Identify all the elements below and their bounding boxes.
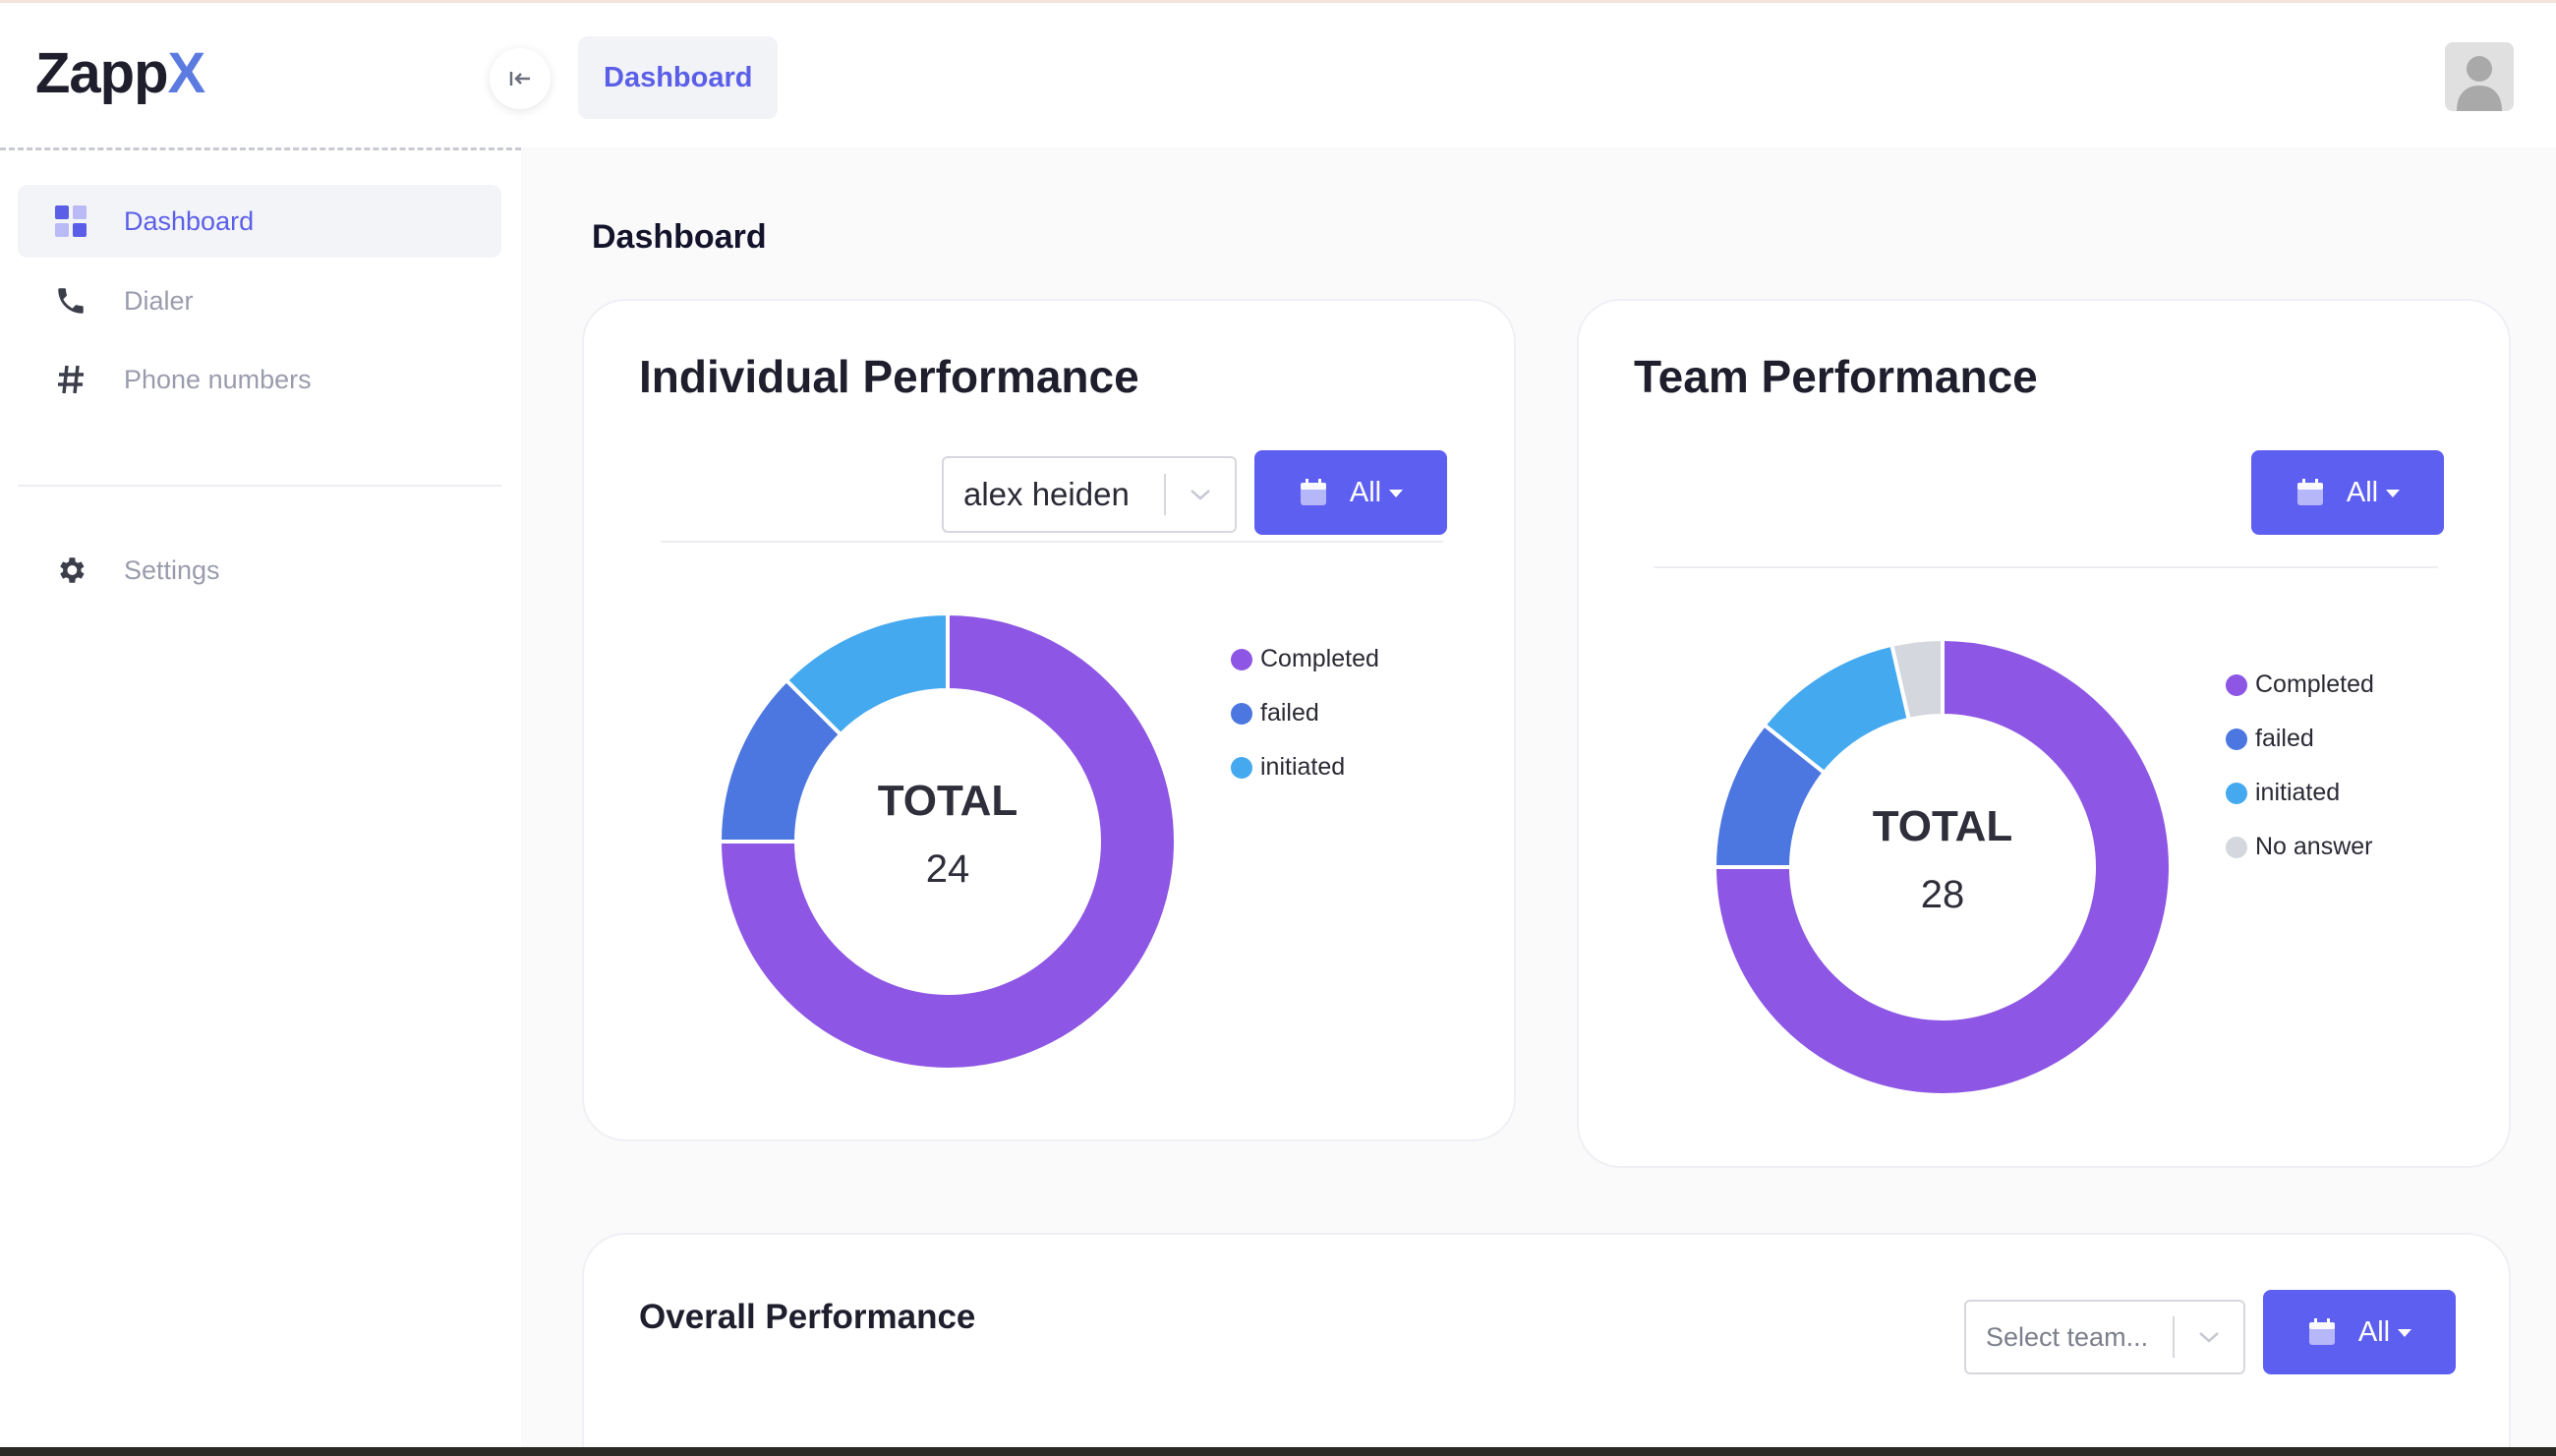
sidebar-item-settings[interactable]: Settings <box>18 534 501 607</box>
caret-down-icon <box>2386 490 2401 497</box>
sidebar-item-label: Dashboard <box>124 205 255 236</box>
select-separator <box>2173 1316 2175 1358</box>
legend-label: initiated <box>2255 779 2341 806</box>
window-bottom-edge <box>0 1447 2556 1456</box>
donut-slice-completed[interactable] <box>717 611 1178 1072</box>
legend-item-initiated[interactable]: initiated <box>2226 779 2340 807</box>
card-title: Overall Performance <box>639 1298 976 1336</box>
legend-label: initiated <box>1260 753 1346 781</box>
legend-item-completed[interactable]: Completed <box>1231 645 1379 673</box>
user-select-value: alex heiden <box>963 476 1130 512</box>
sidebar-item-dialer[interactable]: Dialer <box>18 264 501 337</box>
logo-text: Zapp <box>35 41 169 105</box>
gear-icon <box>53 553 88 588</box>
phone-icon <box>53 283 88 319</box>
legend-item-failed[interactable]: failed <box>1231 699 1319 728</box>
page-title: Dashboard <box>592 218 767 256</box>
date-filter-button[interactable]: All <box>1254 450 1447 535</box>
collapse-sidebar-button[interactable] <box>490 48 551 109</box>
breadcrumb-dashboard[interactable]: Dashboard <box>578 36 779 119</box>
calendar-icon <box>2308 1318 2335 1345</box>
total-label: TOTAL <box>1872 802 2013 850</box>
user-select[interactable]: alex heiden <box>942 456 1237 533</box>
card-title: Individual Performance <box>639 351 1139 402</box>
sidebar: Dashboard Dialer Phone numbers Settings <box>0 147 521 1456</box>
sidebar-item-dashboard[interactable]: Dashboard <box>18 185 501 258</box>
legend-label: Completed <box>1260 645 1379 672</box>
legend-label: failed <box>1260 699 1319 727</box>
team-select-placeholder: Select team... <box>1986 1321 2149 1352</box>
sidebar-item-phone-numbers[interactable]: Phone numbers <box>18 343 501 416</box>
team-select[interactable]: Select team... <box>1964 1300 2245 1374</box>
legend-item-initiated[interactable]: initiated <box>1231 753 1345 782</box>
legend-item-completed[interactable]: Completed <box>2226 670 2374 699</box>
legend-label: Completed <box>2255 670 2374 698</box>
donut-slice-no-answer[interactable] <box>1888 636 1945 723</box>
card-divider <box>1654 566 2438 568</box>
donut-slice-initiated[interactable] <box>784 611 950 737</box>
legend-item-no-answer[interactable]: No answer <box>2226 833 2373 861</box>
total-value: 24 <box>925 847 970 891</box>
donut-slice-completed[interactable] <box>1712 636 2173 1097</box>
legend-dot <box>1231 648 1252 670</box>
card-title: Team Performance <box>1634 351 2038 402</box>
card-divider <box>661 541 1443 543</box>
caret-down-icon <box>2398 1329 2412 1337</box>
app-logo[interactable]: ZappX <box>35 40 206 106</box>
legend-dot <box>1231 756 1252 779</box>
user-avatar[interactable] <box>2445 42 2514 111</box>
team-donut-chart <box>1712 636 2173 1097</box>
legend-dot <box>2226 728 2247 750</box>
arrow-left-bar-icon <box>509 72 530 86</box>
top-bar: ZappX Dashboard <box>0 0 2556 147</box>
legend-dot <box>2226 782 2247 804</box>
sidebar-item-label: Settings <box>124 554 220 585</box>
total-label: TOTAL <box>877 777 1018 825</box>
team-performance-card: Team Performance All TOTAL 28 Completed … <box>1577 299 2511 1168</box>
individual-performance-card: Individual Performance alex heiden All T… <box>582 299 1516 1141</box>
sidebar-item-label: Phone numbers <box>124 364 312 394</box>
logo-accent: X <box>167 41 206 105</box>
total-value: 28 <box>1920 873 1965 916</box>
legend-dot <box>1231 702 1252 725</box>
user-silhouette-icon <box>2445 42 2514 111</box>
legend-label: failed <box>2255 725 2314 752</box>
sidebar-item-label: Dialer <box>124 285 194 316</box>
dashboard-grid-icon <box>53 204 88 239</box>
chevron-down-icon[interactable] <box>1166 487 1235 502</box>
legend-label: No answer <box>2255 833 2373 860</box>
donut-center: TOTAL 24 <box>712 777 1184 892</box>
date-filter-button[interactable]: All <box>2263 1290 2456 1374</box>
caret-down-icon <box>1389 490 1404 497</box>
date-filter-label: All <box>2357 1315 2391 1348</box>
chevron-down-icon[interactable] <box>2175 1329 2243 1345</box>
overall-performance-card: Overall Performance Select team... All <box>582 1233 2511 1456</box>
legend-dot <box>2226 673 2247 696</box>
individual-donut-chart <box>717 611 1178 1072</box>
donut-center: TOTAL 28 <box>1707 802 2178 917</box>
date-filter-label: All <box>1349 476 1382 508</box>
calendar-icon <box>2296 479 2323 505</box>
legend-item-failed[interactable]: failed <box>2226 725 2314 753</box>
date-filter-label: All <box>2346 476 2379 508</box>
select-separator <box>1164 474 1166 515</box>
hash-icon <box>53 362 88 397</box>
sidebar-divider <box>18 485 501 487</box>
date-filter-button[interactable]: All <box>2251 450 2444 535</box>
calendar-icon <box>1300 479 1326 505</box>
legend-dot <box>2226 836 2247 858</box>
